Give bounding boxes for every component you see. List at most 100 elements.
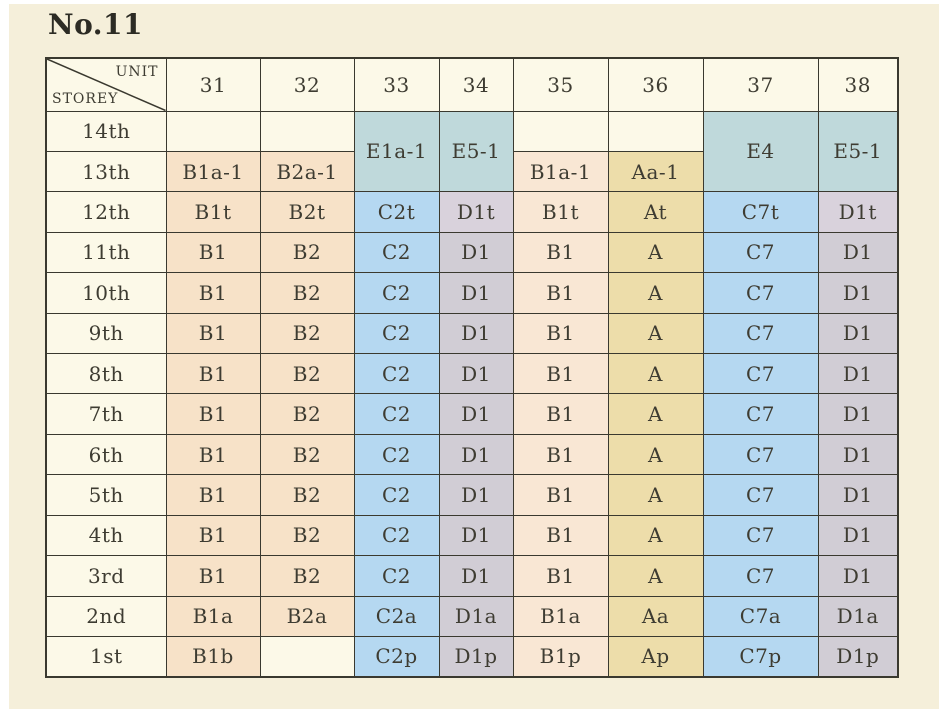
- unit-cell: B2t: [259, 191, 355, 233]
- corner-unit-label: UNIT: [115, 64, 159, 80]
- storey-label: 2nd: [45, 595, 167, 637]
- corner-header-cell: UNIT STOREY: [45, 57, 167, 112]
- unit-cell: B2: [259, 433, 355, 476]
- unit-cell: D1: [438, 353, 514, 395]
- unit-cell: D1: [817, 555, 899, 597]
- unit-cell: Aa-1: [607, 150, 704, 193]
- unit-cell: B2: [259, 514, 355, 557]
- unit-cell: B2a: [259, 595, 355, 637]
- storey-label: 7th: [45, 393, 167, 435]
- unit-cell: D1: [438, 433, 514, 476]
- unit-cell: B1: [512, 312, 609, 355]
- unit-cell: C2: [353, 231, 440, 274]
- unit-cell: B1: [512, 514, 609, 557]
- corner-storey-label: STOREY: [52, 90, 119, 107]
- header-row: UNIT STOREY 31 32 33 34 35 36 37 38: [45, 57, 899, 112]
- unit-cell: B1t: [165, 191, 261, 233]
- unit-column-header: 32: [259, 57, 355, 112]
- unit-cell: D1: [817, 353, 899, 395]
- page-title: No.11: [48, 8, 143, 41]
- storey-unit-table: UNIT STOREY 31 32 33 34 35 36 37 38 14th E1a-1 E5…: [45, 57, 899, 678]
- storey-label: 9th: [45, 312, 167, 355]
- unit-cell: C7: [702, 514, 819, 557]
- unit-cell: C2: [353, 272, 440, 314]
- unit-cell: B1a: [512, 595, 609, 637]
- unit-cell: B1: [165, 353, 261, 395]
- unit-cell: A: [607, 272, 704, 314]
- storey-label: 13th: [45, 150, 167, 193]
- unit-cell: B1b: [165, 635, 261, 678]
- table-row: 10th B1 B2 C2 D1 B1 A C7 D1: [45, 272, 899, 314]
- unit-cell: B1a-1: [512, 150, 609, 193]
- unit-cell: C7a: [702, 595, 819, 637]
- unit-cell: B1: [165, 272, 261, 314]
- unit-cell-empty: [259, 110, 355, 152]
- storey-label: 3rd: [45, 555, 167, 597]
- unit-cell: E4: [702, 110, 819, 193]
- unit-cell-empty: [607, 110, 704, 152]
- storey-label: 6th: [45, 433, 167, 476]
- unit-cell: B2: [259, 272, 355, 314]
- unit-cell: B2: [259, 474, 355, 516]
- unit-cell: A: [607, 514, 704, 557]
- unit-cell: A: [607, 555, 704, 597]
- unit-cell: D1p: [817, 635, 899, 678]
- unit-cell: B1: [512, 353, 609, 395]
- unit-cell: B2: [259, 231, 355, 274]
- diagonal-divider-line: [47, 59, 166, 111]
- unit-cell: C7: [702, 231, 819, 274]
- unit-cell: A: [607, 474, 704, 516]
- storey-label: 5th: [45, 474, 167, 516]
- storey-label: 10th: [45, 272, 167, 314]
- unit-cell: B1: [165, 555, 261, 597]
- table-row: 2nd B1a B2a C2a D1a B1a Aa C7a D1a: [45, 595, 899, 637]
- unit-column-header: 36: [607, 57, 704, 112]
- unit-cell: D1: [817, 393, 899, 435]
- unit-cell: C7: [702, 353, 819, 395]
- unit-cell: C2p: [353, 635, 440, 678]
- unit-cell: A: [607, 231, 704, 274]
- unit-cell: C7: [702, 272, 819, 314]
- unit-cell: At: [607, 191, 704, 233]
- unit-cell: C2: [353, 474, 440, 516]
- unit-cell: C2: [353, 433, 440, 476]
- storey-label: 14th: [45, 110, 167, 152]
- unit-cell: D1p: [438, 635, 514, 678]
- unit-cell: B1: [165, 433, 261, 476]
- unit-cell: B1: [512, 393, 609, 435]
- unit-cell: A: [607, 393, 704, 435]
- unit-cell: Ap: [607, 635, 704, 678]
- unit-cell: D1t: [817, 191, 899, 233]
- unit-cell: E5-1: [817, 110, 899, 193]
- table-row: 11th B1 B2 C2 D1 B1 A C7 D1: [45, 231, 899, 274]
- unit-cell: C2: [353, 393, 440, 435]
- unit-cell: B1: [512, 555, 609, 597]
- table-row: 6th B1 B2 C2 D1 B1 A C7 D1: [45, 433, 899, 476]
- storey-label: 8th: [45, 353, 167, 395]
- unit-cell: D1: [438, 312, 514, 355]
- unit-cell: D1t: [438, 191, 514, 233]
- unit-column-header: 38: [817, 57, 899, 112]
- table-row: 9th B1 B2 C2 D1 B1 A C7 D1: [45, 312, 899, 355]
- unit-cell: B1: [165, 231, 261, 274]
- table-row: 7th B1 B2 C2 D1 B1 A C7 D1: [45, 393, 899, 435]
- unit-column-header: 34: [438, 57, 514, 112]
- unit-cell: B1: [165, 393, 261, 435]
- table-row: 12th B1t B2t C2t D1t B1t At C7t D1t: [45, 191, 899, 233]
- unit-cell: B2: [259, 312, 355, 355]
- unit-cell: E1a-1: [353, 110, 440, 193]
- unit-cell: D1: [817, 433, 899, 476]
- unit-cell: D1: [438, 231, 514, 274]
- table-row: 5th B1 B2 C2 D1 B1 A C7 D1: [45, 474, 899, 516]
- storey-label: 4th: [45, 514, 167, 557]
- unit-cell: C7: [702, 433, 819, 476]
- unit-cell: B1: [165, 514, 261, 557]
- unit-column-header: 31: [165, 57, 261, 112]
- unit-cell: D1: [817, 312, 899, 355]
- unit-cell: B2: [259, 353, 355, 395]
- unit-cell: C2t: [353, 191, 440, 233]
- unit-cell: A: [607, 312, 704, 355]
- unit-cell: B1: [165, 474, 261, 516]
- unit-cell: B2: [259, 555, 355, 597]
- unit-cell: B1: [512, 474, 609, 516]
